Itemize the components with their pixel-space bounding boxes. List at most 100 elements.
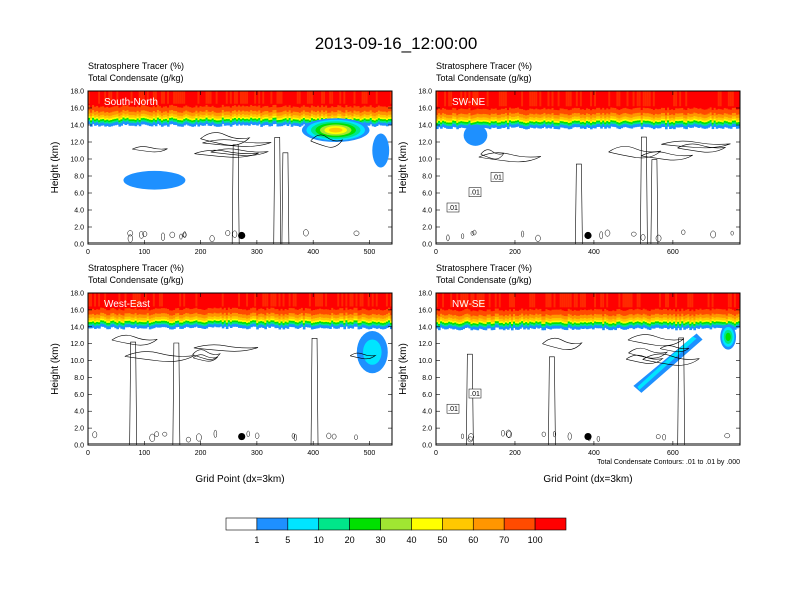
tracer-cell <box>276 120 280 123</box>
tracer-cell <box>500 113 504 118</box>
tracer-cell <box>604 124 607 127</box>
tracer-cell <box>225 106 229 112</box>
tracer-cell <box>276 118 280 121</box>
tracer-cell <box>213 118 217 121</box>
tracer-cell <box>351 314 355 319</box>
tracer-cell <box>282 310 286 316</box>
tracer-cell <box>211 308 215 315</box>
tracer-cell <box>488 309 492 315</box>
tracer-cell <box>531 113 534 118</box>
tracer-cell <box>363 118 367 121</box>
tracer-cell <box>377 110 381 115</box>
tracer-cell <box>223 122 227 126</box>
tracer-cell <box>496 322 500 326</box>
tracer-cell <box>381 106 385 113</box>
tracer-cell <box>612 293 615 311</box>
tracer-cell <box>268 107 271 113</box>
tracer-cell <box>470 311 474 317</box>
tracer-cell <box>288 110 292 115</box>
tracer-cell <box>665 115 668 120</box>
tracer-cell <box>462 315 465 320</box>
tracer-cell <box>152 122 156 125</box>
tracer-cell <box>363 120 367 123</box>
tracer-cell <box>555 322 559 325</box>
tracer-cell <box>731 107 735 114</box>
tracer-cell <box>122 113 126 117</box>
tracer-cell <box>559 325 563 329</box>
tracer-cell <box>563 327 567 330</box>
tracer-cell <box>353 105 357 111</box>
tracer-cell <box>276 121 280 124</box>
tracer-cell <box>187 293 190 309</box>
tracer-cell <box>244 320 247 323</box>
tracer-cell <box>594 324 597 328</box>
tracer-cell <box>510 325 514 328</box>
tracer-cell <box>650 322 654 325</box>
tracer-streak <box>646 91 649 107</box>
tracer-cell <box>272 316 276 320</box>
tracer-cell <box>345 320 349 323</box>
tracer-cell <box>563 323 567 326</box>
tracer-cell <box>498 120 502 123</box>
tracer-cell <box>353 307 357 314</box>
tracer-cell <box>286 314 290 319</box>
tracer-cell <box>363 308 367 315</box>
tracer-cell <box>482 325 486 328</box>
tracer-cell <box>312 117 316 120</box>
tracer-cell <box>187 316 190 320</box>
tracer-cell <box>304 121 308 124</box>
x-tick-label: 500 <box>364 249 376 256</box>
tracer-cell <box>369 326 373 330</box>
tracer-cell <box>628 309 632 315</box>
condensate-contour <box>480 149 505 160</box>
tracer-cell <box>302 118 306 121</box>
tracer-cell <box>195 116 199 119</box>
tracer-cell <box>555 314 559 319</box>
tracer-cell <box>94 315 97 319</box>
tracer-cell <box>154 324 158 328</box>
tracer-cell <box>244 106 247 112</box>
tracer-cell <box>160 316 164 320</box>
tracer-cell <box>353 293 357 309</box>
tracer-cell <box>114 314 117 319</box>
tracer-cell <box>377 121 381 125</box>
tracer-cell <box>642 317 646 321</box>
tracer-cell <box>541 319 545 323</box>
tracer-streak <box>130 91 133 104</box>
tracer-cell <box>331 323 334 327</box>
tracer-cell <box>604 313 607 318</box>
tracer-cell <box>669 122 672 125</box>
tracer-cell <box>371 313 375 318</box>
tracer-cell <box>100 91 103 108</box>
tracer-cell <box>373 293 377 310</box>
tracer-cell <box>122 120 126 124</box>
tracer-cell <box>94 91 97 108</box>
tracer-cell <box>181 322 184 325</box>
tracer-cell <box>466 319 470 322</box>
tracer-cell <box>387 106 391 112</box>
tracer-cell <box>707 121 711 124</box>
tracer-cell <box>100 121 103 124</box>
tracer-cell <box>217 107 221 114</box>
tracer-cell <box>92 91 95 106</box>
condensate-tower <box>640 136 648 244</box>
tracer-cell <box>632 315 636 320</box>
tracer-cell <box>296 324 300 327</box>
tracer-cell <box>98 325 101 329</box>
tracer-cell <box>142 119 146 122</box>
tracer-cell <box>709 118 713 121</box>
tracer-cell <box>258 116 261 119</box>
tracer-cell <box>480 117 484 121</box>
tracer-cell <box>144 320 148 323</box>
tracer-cell <box>679 120 682 124</box>
tracer-cell <box>456 124 459 127</box>
tracer-cell <box>154 123 158 127</box>
tracer-cell <box>152 309 156 315</box>
tracer-cell <box>335 106 338 113</box>
tracer-cell <box>543 325 547 328</box>
tracer-cell <box>278 321 282 324</box>
tracer-cell <box>290 308 294 314</box>
tracer-cell <box>648 113 652 118</box>
tracer-cell <box>650 91 654 110</box>
tracer-cell <box>529 113 532 118</box>
